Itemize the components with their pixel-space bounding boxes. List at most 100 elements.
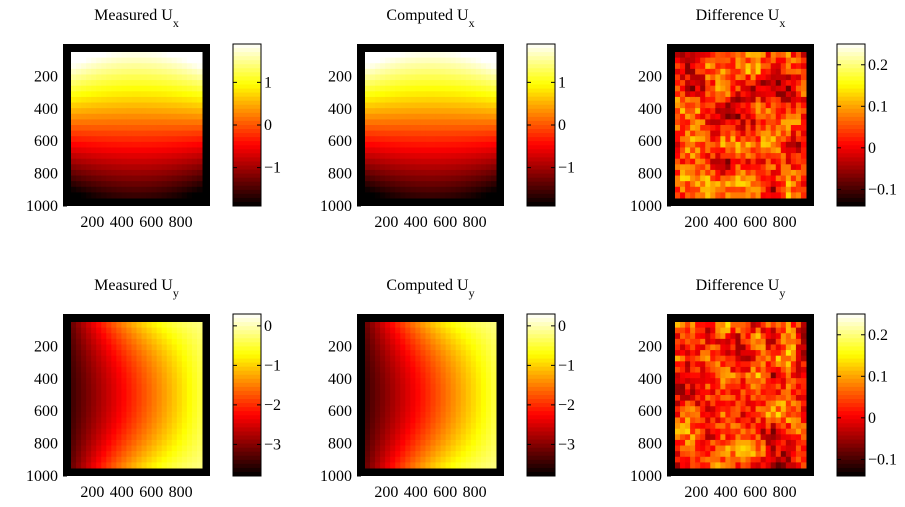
heatmap-cell (470, 164, 477, 171)
heatmap-cell (86, 158, 92, 165)
heatmap-cell (705, 158, 711, 165)
heatmap-cell (710, 57, 716, 64)
heatmap-cell (485, 192, 492, 199)
heatmap-cell (146, 411, 153, 418)
heatmap-cell (186, 378, 193, 385)
colorbar-step (233, 84, 261, 90)
heatmap-cell (475, 181, 482, 188)
heatmap-cell (490, 85, 497, 92)
heatmap-cell (91, 423, 97, 430)
heatmap-cell (465, 153, 472, 160)
heatmap-cell (725, 102, 731, 109)
heatmap-cell (370, 327, 376, 334)
heatmap-cell (151, 411, 158, 418)
heatmap-cell (111, 462, 117, 469)
heatmap-cell (750, 445, 757, 452)
heatmap-cell (101, 322, 107, 329)
heatmap-cell (91, 169, 97, 177)
heatmap-cell (405, 389, 411, 396)
heatmap-cell (171, 372, 178, 379)
heatmap-cell (465, 57, 472, 64)
heatmap-cell (395, 322, 401, 329)
heatmap-cell (101, 57, 107, 64)
heatmap-cell (420, 338, 426, 345)
heatmap-cell (435, 80, 442, 87)
heatmap-cell (750, 68, 757, 75)
colorbar-step (837, 386, 865, 392)
heatmap-cell (126, 406, 132, 413)
heatmap-cell (146, 153, 153, 160)
heatmap-cell (705, 192, 711, 199)
heatmap-cell (695, 395, 701, 402)
heatmap-cell (690, 169, 696, 177)
heatmap-cell (700, 57, 706, 64)
heatmap-cell (395, 451, 401, 458)
heatmap-cell (151, 372, 158, 379)
heatmap-cell (121, 322, 127, 329)
heatmap-cell (775, 153, 782, 160)
heatmap-cell (196, 395, 203, 402)
heatmap-cell (76, 395, 82, 402)
heatmap-cell (400, 147, 406, 154)
heatmap-cell (715, 456, 721, 463)
heatmap-cell (365, 119, 371, 126)
heatmap-cell (151, 125, 158, 132)
heatmap-cell (465, 169, 472, 177)
heatmap-cell (111, 91, 117, 98)
heatmap-cell (720, 423, 726, 430)
colorbar-step (527, 322, 555, 327)
heatmap-cell (171, 96, 178, 104)
heatmap-cell (425, 322, 431, 329)
heatmap-cell (485, 327, 492, 334)
heatmap-cell (146, 395, 153, 402)
heatmap-cell (176, 136, 183, 143)
heatmap-cell (795, 389, 802, 396)
heatmap-cell (690, 175, 696, 182)
heatmap-cell (700, 383, 706, 390)
heatmap-cell (106, 411, 112, 418)
heatmap-cell (146, 91, 153, 98)
heatmap-cell (101, 423, 107, 430)
colorbar-step (233, 169, 261, 175)
heatmap-cell (710, 164, 716, 171)
heatmap-cell (760, 417, 767, 424)
colorbar-step (527, 141, 555, 146)
heatmap-cell (400, 372, 406, 379)
heatmap-cell (715, 164, 721, 171)
heatmap-cell (445, 378, 452, 385)
heatmap-cell (455, 192, 462, 199)
heatmap-cell (445, 125, 452, 132)
heatmap-cell (96, 378, 102, 385)
heatmap-cell (675, 378, 681, 385)
heatmap-cell (176, 169, 183, 177)
heatmap-cell (790, 372, 797, 379)
heatmap-cell (400, 181, 406, 188)
heatmap-cell (91, 372, 97, 379)
heatmap-cell (385, 350, 391, 357)
heatmap-cell (680, 417, 686, 424)
heatmap-cell (785, 428, 792, 435)
heatmap-cell (440, 158, 447, 165)
heatmap-cell (76, 355, 82, 362)
heatmap-cell (151, 147, 158, 154)
heatmap-cell (730, 322, 736, 329)
heatmap-cell (161, 175, 168, 182)
heatmap-cell (380, 130, 386, 137)
heatmap-cell (81, 445, 87, 452)
colorbar-step (233, 423, 261, 428)
heatmap-cell (121, 186, 127, 193)
heatmap-cell (106, 68, 112, 75)
heatmap-cell (790, 85, 797, 92)
colorbar-step (837, 52, 865, 57)
heatmap-cell (705, 96, 711, 104)
heatmap-cell (755, 102, 762, 109)
heatmap-cell (405, 102, 411, 109)
heatmap-cell (146, 68, 153, 75)
heatmap-cell (800, 96, 807, 104)
heatmap-cell (450, 130, 457, 137)
heatmap-cell (131, 52, 137, 59)
heatmap-cell (116, 361, 122, 368)
heatmap-cell (445, 406, 452, 413)
heatmap-cell (730, 333, 736, 340)
heatmap-cell (176, 389, 183, 396)
